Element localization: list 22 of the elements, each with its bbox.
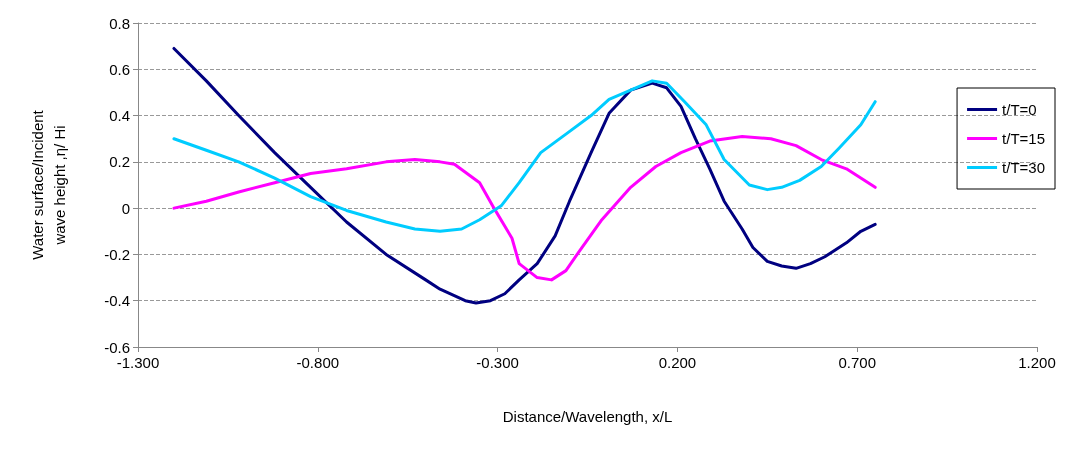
y-tick-label: 0.6	[109, 60, 130, 78]
y-tick-label: -0.2	[104, 245, 130, 263]
x-tick-label: -0.300	[476, 354, 519, 371]
y-tick-label: -0.6	[104, 338, 130, 356]
x-tick-label: -0.800	[296, 354, 340, 371]
legend-label: t/T=30	[1002, 159, 1046, 176]
line-series	[172, 79, 877, 233]
line-series	[172, 46, 877, 305]
y-axis-title: Water surface/Incident wave height ,η/ Hi	[28, 109, 68, 260]
y-tick-label: 0	[121, 199, 130, 217]
x-tick-label: 0.200	[658, 354, 697, 371]
y-tick-label: 0.8	[109, 14, 130, 32]
legend-label: t/T=15	[1002, 130, 1046, 147]
x-tick-label: 0.700	[838, 354, 876, 371]
x-tick-label: -1.300	[116, 354, 160, 371]
y-tick-label: 0.2	[109, 153, 130, 171]
legend-label: t/T=0	[1002, 101, 1037, 118]
x-axis-title: Distance/Wavelength, x/L	[502, 407, 673, 425]
y-tick-label: -0.4	[104, 292, 130, 310]
x-tick-label: 1.200	[1018, 354, 1056, 371]
line-series	[172, 134, 877, 282]
y-tick-label: 0.4	[109, 107, 130, 125]
